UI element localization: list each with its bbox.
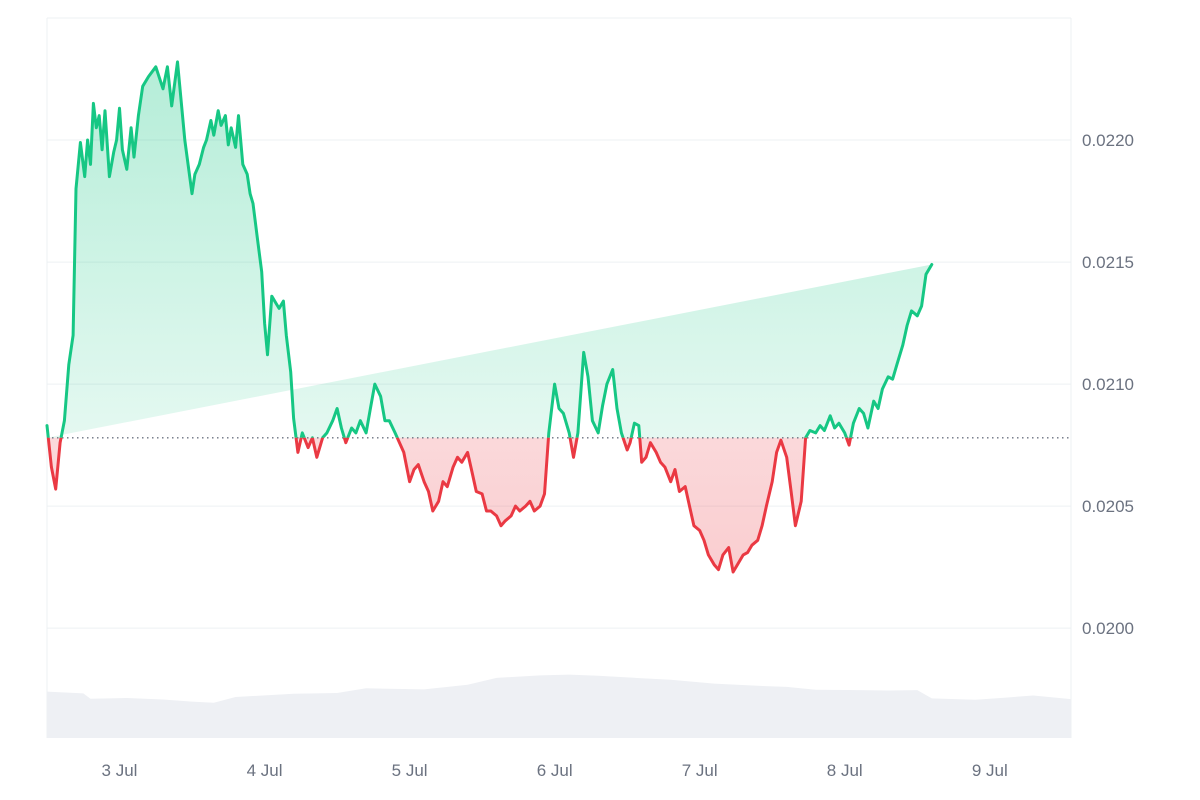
x-tick-label-5-Jul: 5 Jul [392, 761, 428, 780]
x-axis-ticks: 3 Jul 4 Jul 5 Jul 6 Jul 7 Jul 8 Jul 9 Jul [102, 761, 1008, 780]
y-tick-label-0.0210: 0.0210 [1082, 375, 1134, 394]
x-tick-label-6-Jul: 6 Jul [537, 761, 573, 780]
fill-above-baseline [47, 61, 932, 438]
price-fill [47, 61, 932, 572]
x-tick-label-8-Jul: 8 Jul [827, 761, 863, 780]
x-tick-label-9-Jul: 9 Jul [972, 761, 1008, 780]
y-tick-label-0.0215: 0.0215 [1082, 253, 1134, 272]
x-tick-label-4-Jul: 4 Jul [247, 761, 283, 780]
plot-frame [46, 17, 1072, 738]
volume-series [47, 674, 1071, 738]
x-tick-label-7-Jul: 7 Jul [682, 761, 718, 780]
y-tick-label-0.0200: 0.0200 [1082, 619, 1134, 638]
y-axis-ticks: 0.0200 0.0205 0.0210 0.0215 0.0220 [1082, 131, 1134, 638]
price-line-down [46, 437, 853, 574]
y-tick-label-0.0205: 0.0205 [1082, 497, 1134, 516]
y-tick-label-0.0220: 0.0220 [1082, 131, 1134, 150]
volume-area [47, 674, 1071, 738]
x-tick-label-3-Jul: 3 Jul [102, 761, 138, 780]
price-line [45, 60, 934, 574]
price-line-up [45, 60, 934, 438]
